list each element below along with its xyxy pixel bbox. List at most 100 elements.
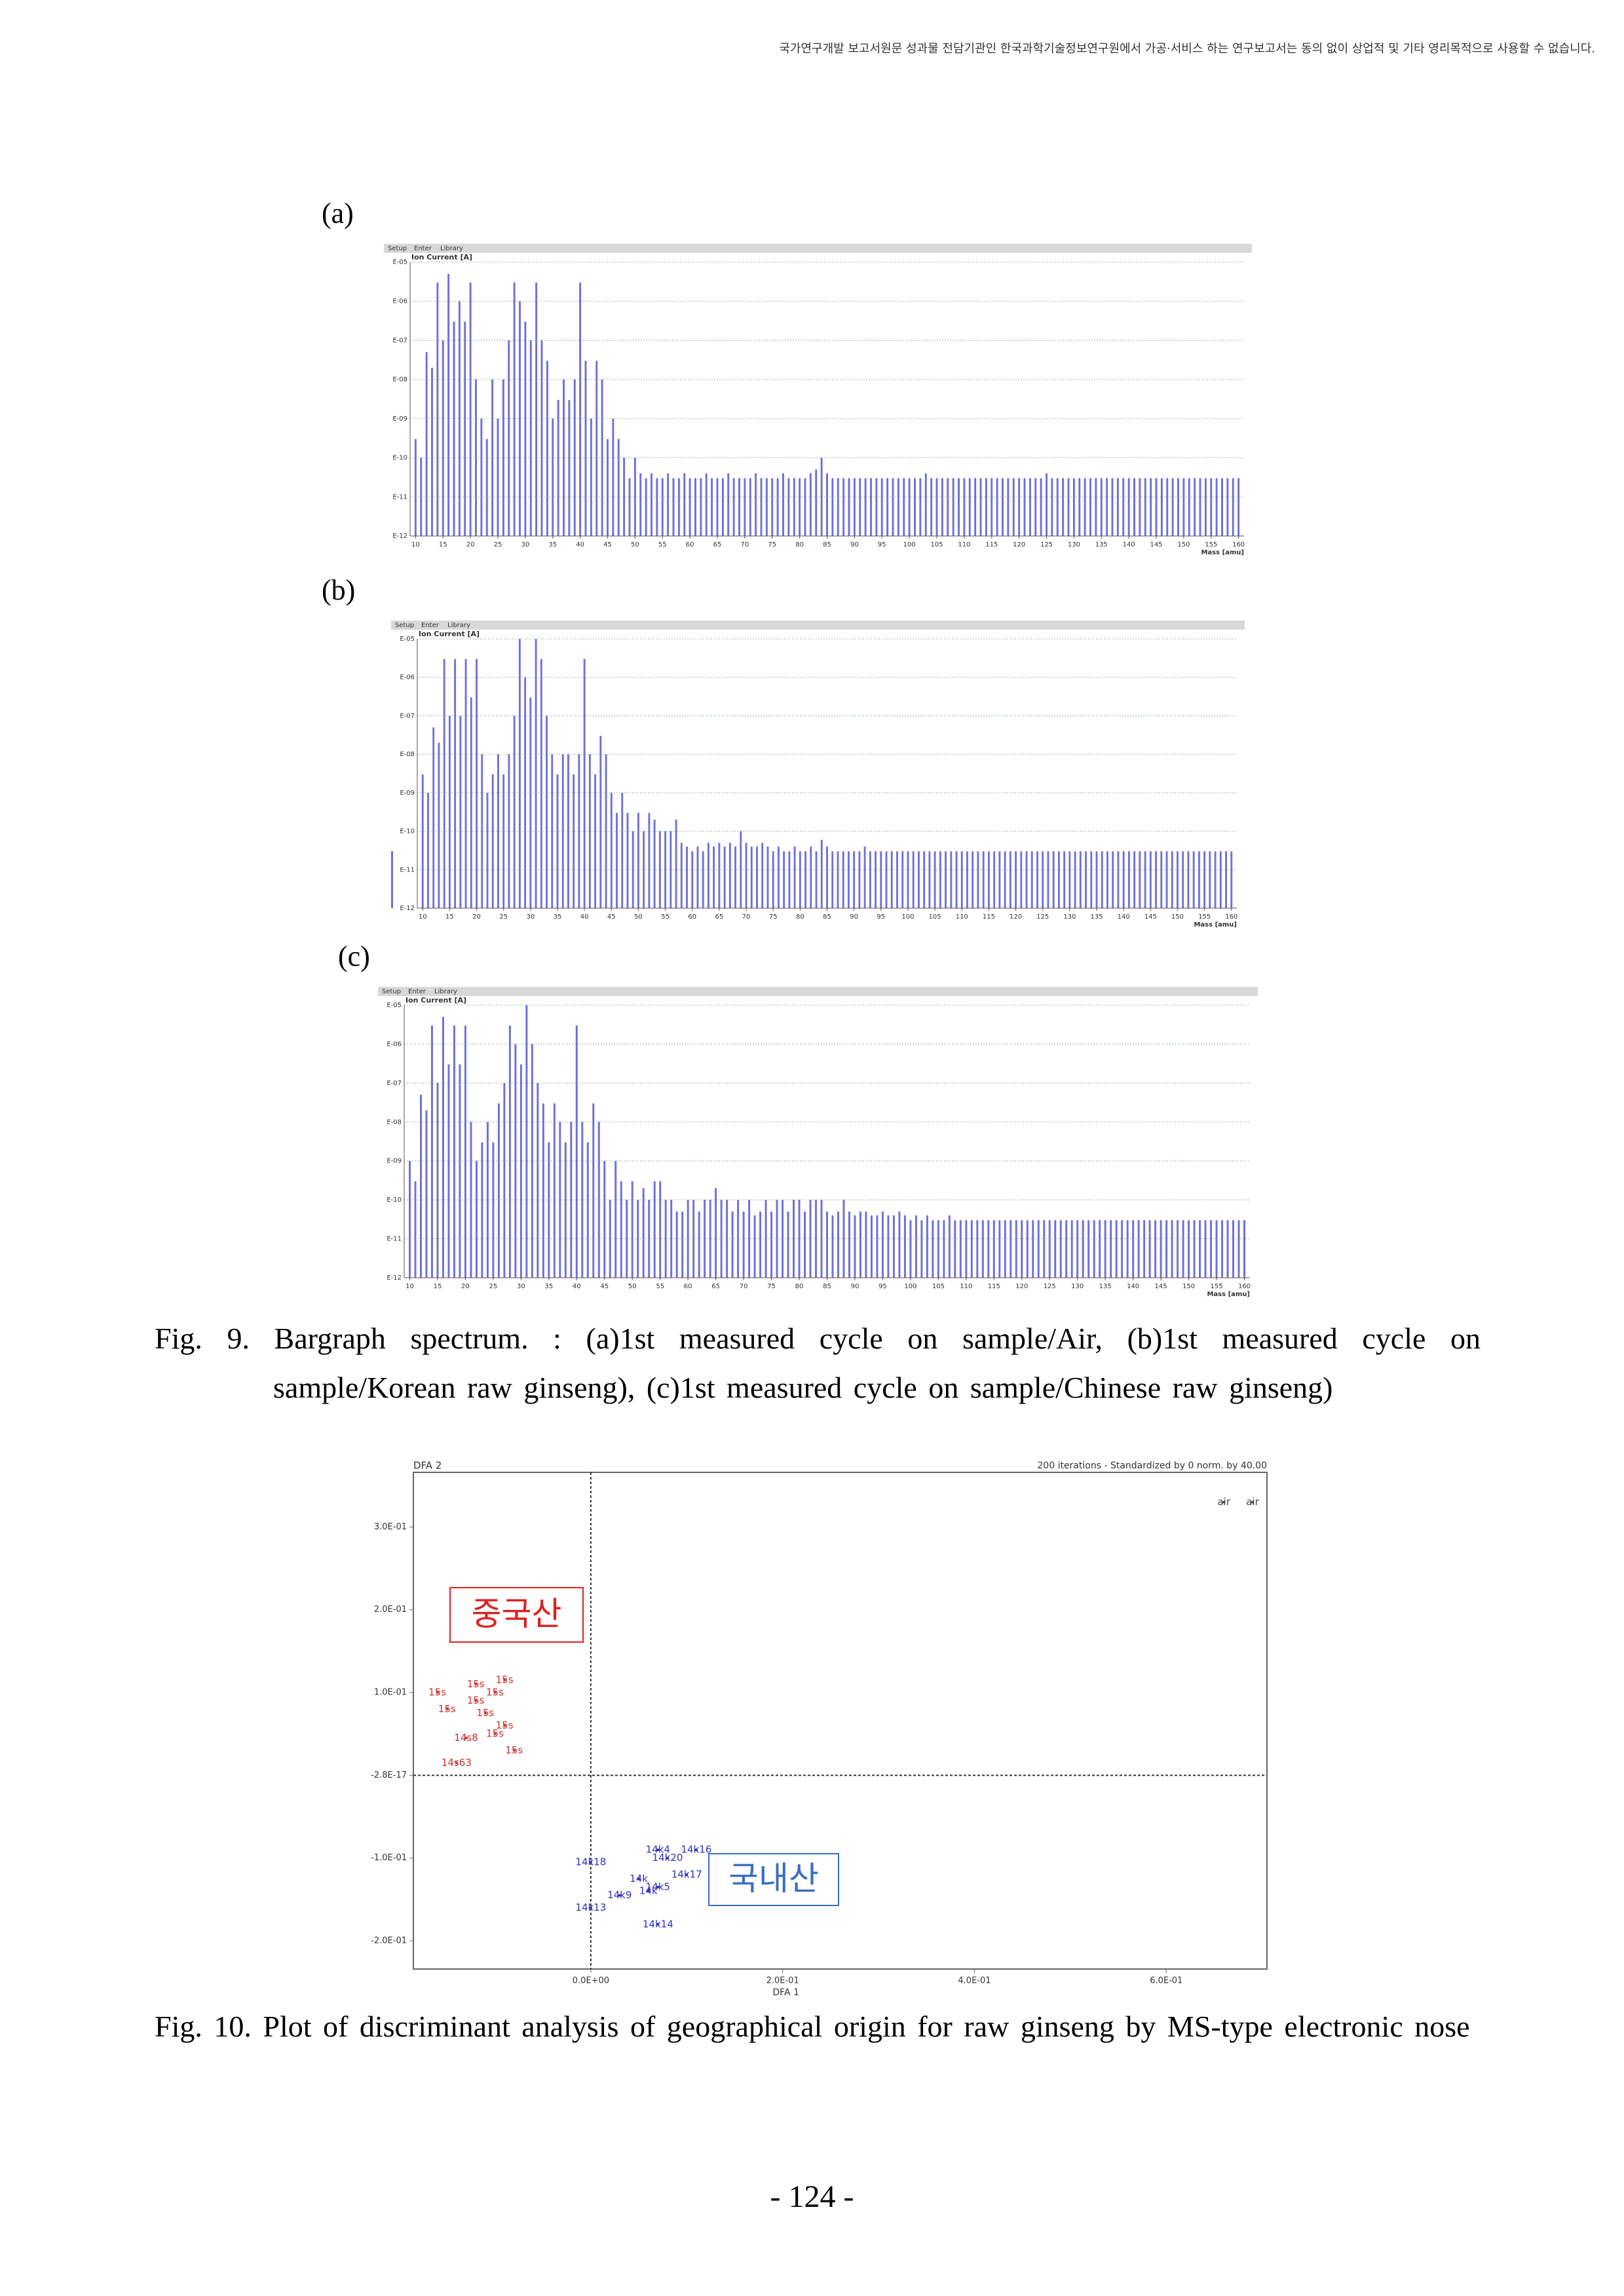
bar — [481, 754, 483, 908]
bar — [1116, 478, 1119, 536]
bar — [1004, 1220, 1006, 1278]
bar — [1237, 1220, 1240, 1278]
y-tick-label: E-12 — [400, 905, 415, 912]
bar — [930, 478, 933, 536]
bar — [1074, 851, 1076, 908]
bar — [960, 851, 963, 908]
bar — [1150, 478, 1152, 536]
bar — [890, 851, 893, 908]
bar — [1230, 851, 1233, 908]
bar — [1032, 1220, 1034, 1278]
point — [483, 1712, 487, 1715]
x-tick-label: 90 — [850, 913, 858, 921]
bar — [1117, 851, 1120, 908]
x-axis-label: Mass [amu] — [1194, 921, 1237, 928]
x-tick-label: 20 — [466, 541, 475, 548]
bar — [976, 1220, 979, 1278]
point — [503, 1679, 506, 1682]
x-tick-label: 40 — [573, 1283, 581, 1290]
bar — [594, 774, 597, 908]
bar — [518, 639, 521, 908]
bar — [414, 439, 417, 536]
bar — [1177, 1220, 1179, 1278]
bar — [667, 473, 670, 536]
x-tick-label: 55 — [658, 541, 667, 548]
bar — [842, 478, 845, 536]
bar — [749, 478, 751, 536]
bar — [579, 282, 582, 536]
toolbar — [391, 621, 1245, 630]
bar — [1095, 478, 1097, 536]
bar — [804, 1212, 806, 1278]
bar — [903, 1215, 906, 1278]
x-tick-label: 35 — [554, 913, 562, 921]
bar — [1165, 1220, 1168, 1278]
bar — [732, 478, 735, 536]
bar — [798, 1200, 801, 1278]
bar — [454, 659, 457, 908]
bar — [1057, 851, 1060, 908]
bar — [607, 439, 609, 536]
y-tick-label: E-10 — [392, 455, 407, 462]
bar — [734, 846, 737, 908]
plot-frame — [413, 1472, 1268, 1970]
bar — [826, 1212, 828, 1278]
x-tick-label: 150 — [1171, 913, 1184, 921]
bar — [709, 1200, 711, 1278]
y-tick-label: E-07 — [387, 1080, 402, 1087]
bar — [432, 727, 435, 908]
bar — [610, 792, 613, 908]
bar — [705, 473, 708, 536]
bar — [1065, 1220, 1068, 1278]
bar — [612, 418, 614, 536]
bar — [809, 473, 812, 536]
bar — [924, 473, 927, 536]
point — [618, 1894, 621, 1897]
bar — [497, 418, 499, 536]
bar — [979, 478, 982, 536]
bar — [820, 1200, 823, 1278]
bar — [793, 478, 795, 536]
bar — [561, 754, 564, 908]
bar — [713, 846, 715, 908]
bar — [793, 846, 796, 908]
bar — [617, 439, 620, 536]
bar — [1160, 851, 1163, 908]
y-tick-label: 3.0E-01 — [374, 1522, 407, 1532]
x-tick-label: 135 — [1090, 913, 1103, 921]
x-tick-label: 160 — [1232, 541, 1245, 548]
bar — [514, 1044, 517, 1278]
bar — [914, 478, 916, 536]
point-label: air — [1246, 1496, 1259, 1508]
bar — [1194, 478, 1196, 536]
x-tick-label: 150 — [1177, 541, 1190, 548]
annotation-box — [449, 1587, 584, 1643]
x-tick-label: 20 — [472, 913, 481, 921]
bar — [1099, 1220, 1101, 1278]
bar — [881, 1212, 884, 1278]
bar — [704, 1200, 706, 1278]
y-tick-label: E-07 — [392, 337, 407, 344]
bar — [1232, 478, 1234, 536]
bar — [480, 418, 483, 536]
x-tick-label: 15 — [445, 913, 454, 921]
bar — [1100, 478, 1103, 536]
bar — [548, 1142, 550, 1278]
point — [445, 1708, 449, 1711]
bar — [1243, 1220, 1245, 1278]
bar — [755, 473, 757, 536]
bar — [815, 1200, 817, 1278]
x-tick-label: 35 — [548, 541, 557, 548]
bar — [799, 851, 801, 908]
bar — [945, 851, 947, 908]
bar — [720, 1200, 723, 1278]
menu-item: Library — [440, 245, 463, 252]
y-tick-label: E-12 — [387, 1274, 402, 1282]
bar — [1149, 851, 1152, 908]
bar — [1209, 851, 1211, 908]
bar — [1063, 851, 1066, 908]
bar — [782, 473, 784, 536]
bar — [1210, 478, 1213, 536]
point-label: 14k14 — [643, 1918, 673, 1930]
